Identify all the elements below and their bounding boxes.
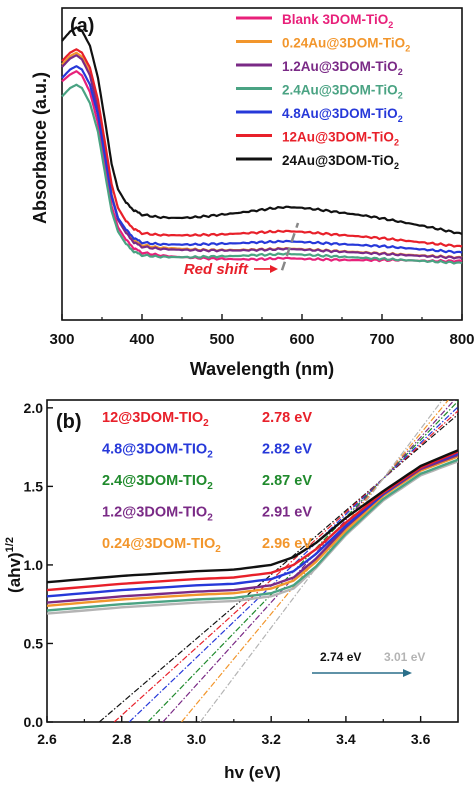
panel-a-label: (a) (70, 15, 94, 37)
tangent-line-3 (147, 400, 458, 722)
series-a-3-line (61, 83, 463, 265)
y-tick-label-b-1: 0.5 (24, 635, 44, 651)
shift-arrow-head (403, 669, 412, 677)
legend-a-2-label: 1.2Au@3DOM-TiO2 (282, 59, 403, 77)
x-axis-label-b: hv (eV) (224, 763, 281, 782)
x-tick-label-a-4: 700 (369, 331, 394, 348)
series-b-5-line (47, 450, 458, 592)
x-tick-label-b-0: 2.6 (37, 731, 57, 747)
red-shift-guide-line (280, 222, 300, 271)
tangent-line-1 (113, 410, 458, 722)
series-a-0-line (61, 70, 463, 263)
y-tick-label-b-4: 2.0 (24, 400, 44, 416)
y-axis-label-a: Absorbance (a.u.) (30, 72, 50, 224)
series-b-2-line (47, 455, 458, 607)
shift-to-label: 3.01 eV (384, 650, 425, 664)
bandgap-row-0-label: 12@3DOM-TIO2 (102, 410, 209, 429)
x-tick-label-a-1: 400 (129, 331, 154, 348)
x-tick-label-b-5: 3.6 (411, 731, 431, 747)
bandgap-row-3-value: 2.91 eV (262, 505, 312, 521)
legend-a-1-label: 0.24Au@3DOM-TiO2 (282, 36, 410, 54)
bandgap-row-1-label: 4.8@3DOM-TIO2 (102, 442, 213, 461)
shift-from-label: 2.74 eV (320, 650, 361, 664)
red-shift-label: Red shift (184, 261, 249, 278)
legend-a-6-label: 24Au@3DOM-TiO2 (282, 153, 399, 171)
bandgap-row-0-value: 2.78 eV (262, 410, 312, 426)
x-tick-label-a-0: 300 (49, 331, 74, 348)
x-tick-label-a-2: 500 (209, 331, 234, 348)
panel-a-frame (61, 7, 463, 321)
bandgap-row-1-value: 2.82 eV (262, 442, 312, 458)
x-tick-label-b-4: 3.4 (336, 731, 356, 747)
x-axis-label-a: Wavelength (nm) (190, 359, 334, 379)
y-tick-label-b-0: 0.0 (24, 714, 44, 730)
panel-b-plot-area (47, 400, 458, 722)
bandgap-row-3-label: 1.2@3DOM-TIO2 (102, 505, 213, 524)
panel-b-label: (b) (56, 411, 82, 433)
x-tick-label-b-1: 2.8 (112, 731, 132, 747)
y-tick-label-b-2: 1.0 (24, 557, 44, 573)
bandgap-row-2-label: 2.4@3DOM-TIO2 (102, 473, 213, 492)
x-tick-label-b-2: 3.0 (187, 731, 207, 747)
x-tick-label-a-5: 800 (449, 331, 474, 348)
series-a-2-line (61, 54, 463, 260)
panel-b-frame (46, 399, 459, 723)
bandgap-row-4-label: 0.24@3DOM-TIO2 (102, 536, 221, 555)
x-tick-label-a-3: 600 (289, 331, 314, 348)
red-shift-arrow-head (270, 264, 278, 273)
legend-a-3-label: 2.4Au@3DOM-TiO2 (282, 83, 403, 101)
legend-a-4-label: 4.8Au@3DOM-TiO2 (282, 106, 403, 124)
series-b-1-line (47, 458, 458, 612)
series-a-6-line (61, 26, 463, 236)
legend-a-0-label: Blank 3DOM-TiO2 (282, 12, 393, 30)
legend-a-5-label: 12Au@3DOM-TiO2 (282, 130, 399, 148)
x-tick-label-b-3: 3.2 (261, 731, 281, 747)
series-b-6-line (47, 449, 458, 584)
y-tick-label-b-3: 1.5 (24, 478, 44, 494)
series-b-0-line (47, 460, 458, 615)
y-axis-label-b: (ahv)1/2 (4, 537, 24, 593)
bandgap-row-2-value: 2.87 eV (262, 473, 312, 489)
series-a-4-line (61, 65, 463, 254)
series-a-5-line (61, 48, 463, 248)
bandgap-row-4-value: 2.96 eV (262, 536, 312, 552)
